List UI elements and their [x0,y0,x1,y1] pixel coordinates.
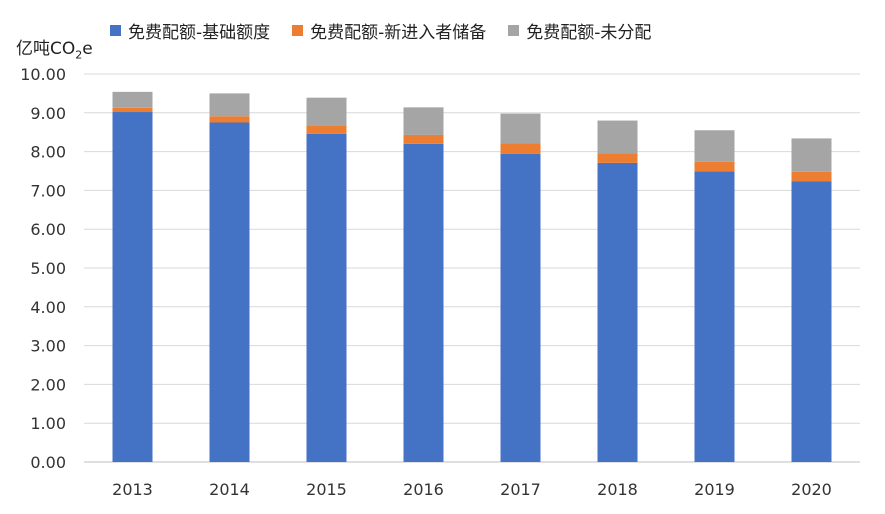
bar-segment-new-entrant [694,161,735,172]
y-tick-label: 3.00 [30,337,66,356]
legend-swatch-new-entrant [292,25,304,36]
bar-segment-unallocated [306,97,347,126]
legend-swatch-unallocated [508,25,520,36]
y-axis-unit-label: 亿吨CO2e [16,34,93,61]
bar-segment-unallocated [791,138,832,172]
x-tick-label: 2015 [306,480,347,499]
bar-segment-unallocated [500,113,541,144]
y-tick-label: 0.00 [30,453,66,472]
legend-item-new-entrant: 免费配额-新进入者储备 [292,18,486,43]
x-tick-label: 2013 [112,480,153,499]
bar-segment-base [500,153,541,463]
y-tick-label: 9.00 [30,104,66,123]
bar-segment-new-entrant [597,153,638,163]
unit-main: 亿吨CO [16,39,76,59]
bar-segment-base [403,143,444,462]
legend-swatch-base [110,25,121,36]
y-tick-label: 4.00 [30,298,66,317]
bar-segment-base [306,133,347,462]
bar-segment-new-entrant [791,171,832,182]
x-tick-label: 2016 [403,480,444,499]
legend: 免费配额-基础额度 免费配额-新进入者储备 免费配额-未分配 [110,18,651,43]
bar-segment-unallocated [209,93,250,117]
bar-segment-base [597,162,638,463]
bar-segment-new-entrant [500,143,541,154]
legend-label-unallocated: 免费配额-未分配 [526,23,652,43]
y-tick-label: 7.00 [30,181,66,200]
x-tick-label: 2019 [694,480,735,499]
bar-segment-new-entrant [112,107,153,113]
y-tick-label: 8.00 [30,143,66,162]
bar-segment-new-entrant [306,125,347,134]
bar-segment-base [112,112,153,463]
legend-item-base: 免费配额-基础额度 [110,18,270,43]
bar-segment-base [791,181,832,462]
legend-label-base: 免费配额-基础额度 [128,23,271,43]
legend-label-new-entrant: 免费配额-新进入者储备 [310,23,487,43]
x-tick-label: 2014 [209,480,250,499]
y-tick-label: 1.00 [30,414,66,433]
unit-sub: 2 [75,48,83,62]
x-tick-label: 2017 [500,480,541,499]
legend-item-unallocated: 免费配额-未分配 [508,18,651,43]
bar-segment-new-entrant [403,134,444,144]
unit-suffix: e [82,39,93,59]
bar-segment-base [694,171,735,462]
x-tick-label: 2020 [791,480,832,499]
bar-segment-unallocated [694,130,735,162]
y-tick-label: 5.00 [30,259,66,278]
bar-segment-unallocated [403,107,444,135]
y-tick-label: 2.00 [30,375,66,394]
bar-segment-new-entrant [209,116,250,123]
bar-segment-unallocated [597,120,638,154]
bar-segment-base [209,122,250,462]
y-tick-label: 6.00 [30,220,66,239]
x-tick-label: 2018 [597,480,638,499]
bar-segment-unallocated [112,91,153,108]
y-tick-label: 10.00 [20,65,66,84]
